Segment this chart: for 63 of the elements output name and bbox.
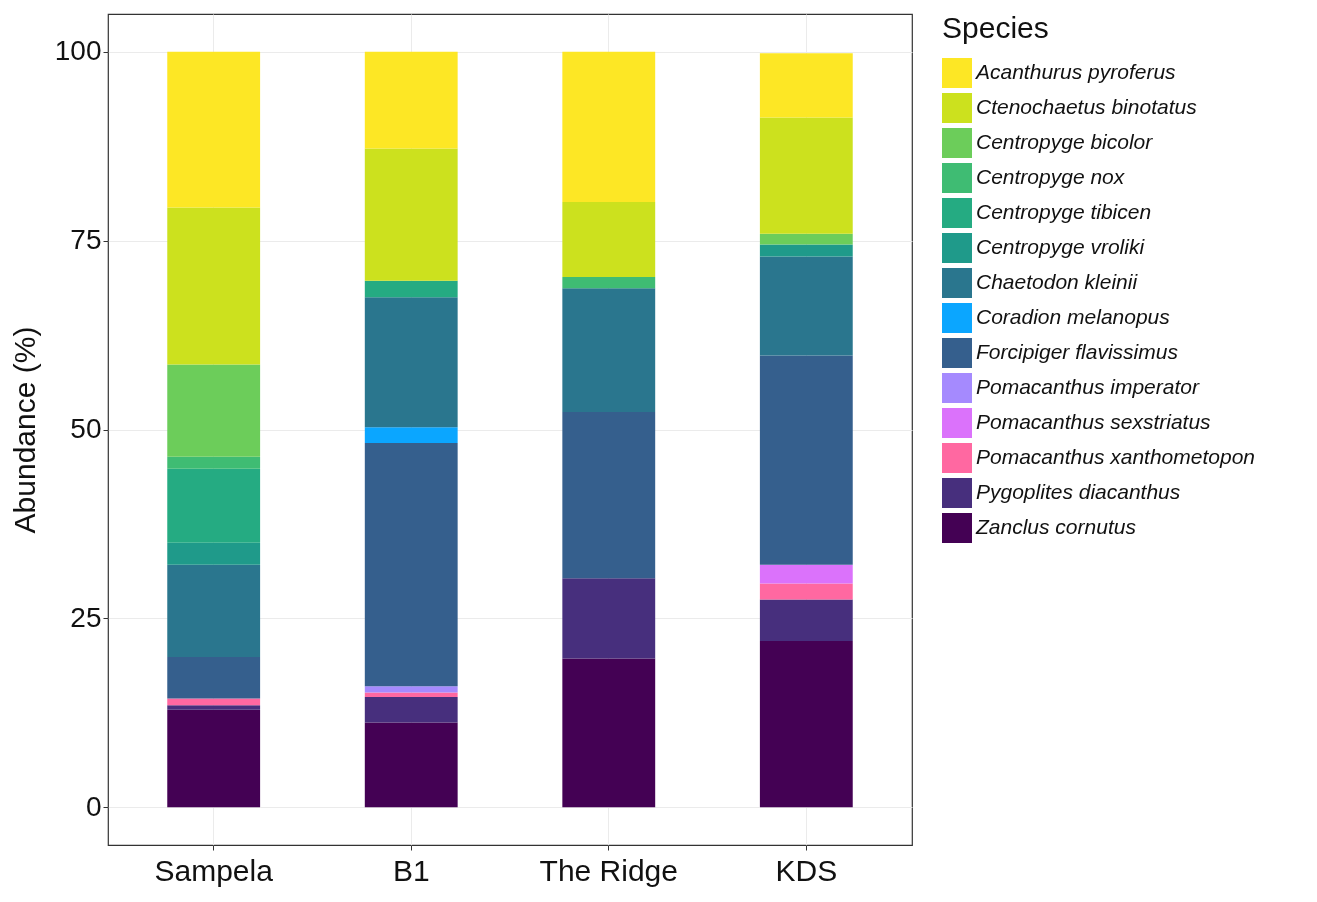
legend-label: Centropyge nox [976,165,1126,188]
bar [759,583,853,600]
legend-label: Coradion melanopus [976,305,1171,328]
bar [759,355,853,565]
y-tick-label: 25 [70,601,102,633]
bar [167,364,261,457]
bar [364,696,458,723]
bar [167,564,261,657]
legend-label: Ctenochaetus binotatus [976,95,1198,118]
bar [759,599,853,642]
bar [364,427,458,444]
legend-label: Centropyge tibicen [976,200,1152,223]
legend-label: Acanthurus pyroferus [974,60,1177,83]
bar [167,705,261,710]
bar [364,443,458,687]
bar [167,207,261,365]
bar [759,244,853,257]
x-tick-label: Sampela [154,853,274,887]
bar [759,233,853,245]
bar [364,280,458,298]
legend-label: Chaetodon kleinii [976,270,1139,293]
legend-label: Zanclus cornutus [975,515,1137,538]
bar [364,297,458,428]
bar [562,288,656,413]
legend-label: Pomacanthus imperator [976,375,1200,398]
y-tick-label: 0 [85,790,102,822]
bar [759,641,853,808]
bar [364,148,458,281]
x-tick-label: The Ridge [539,853,678,887]
bar [562,51,656,203]
bar [167,698,261,706]
bar [562,412,656,579]
legend-label: Pygoplites diacanthus [976,480,1181,503]
bar [364,692,458,697]
legend-title: Species [942,11,1049,44]
legend-label: Pomacanthus xanthometopon [976,445,1256,468]
bar [759,117,853,234]
bar [759,564,853,584]
bar [562,202,656,277]
bar [562,276,656,289]
y-tick-label: 100 [54,35,102,67]
legend-label: Centropyge bicolor [976,130,1154,153]
bar [562,578,656,659]
legend-label: Pomacanthus sexstriatus [976,410,1212,433]
x-tick-label: B1 [392,853,430,887]
legend-label: Centropyge vroliki [976,235,1146,258]
bar [167,456,261,469]
bar [759,53,853,118]
bar [364,722,458,808]
y-axis-title: Abundance (%) [7,326,41,534]
bar [167,656,261,699]
bar [167,709,261,808]
legend-label: Forcipiger flavissimus [976,340,1179,363]
y-tick-label: 75 [70,224,102,256]
bar [759,256,853,356]
y-tick-label: 50 [70,413,102,444]
bar [364,51,458,149]
bar [167,51,261,208]
bar [364,686,458,693]
bar [562,658,656,808]
x-tick-label: KDS [775,853,838,887]
bar [167,542,261,565]
bar [167,468,261,543]
